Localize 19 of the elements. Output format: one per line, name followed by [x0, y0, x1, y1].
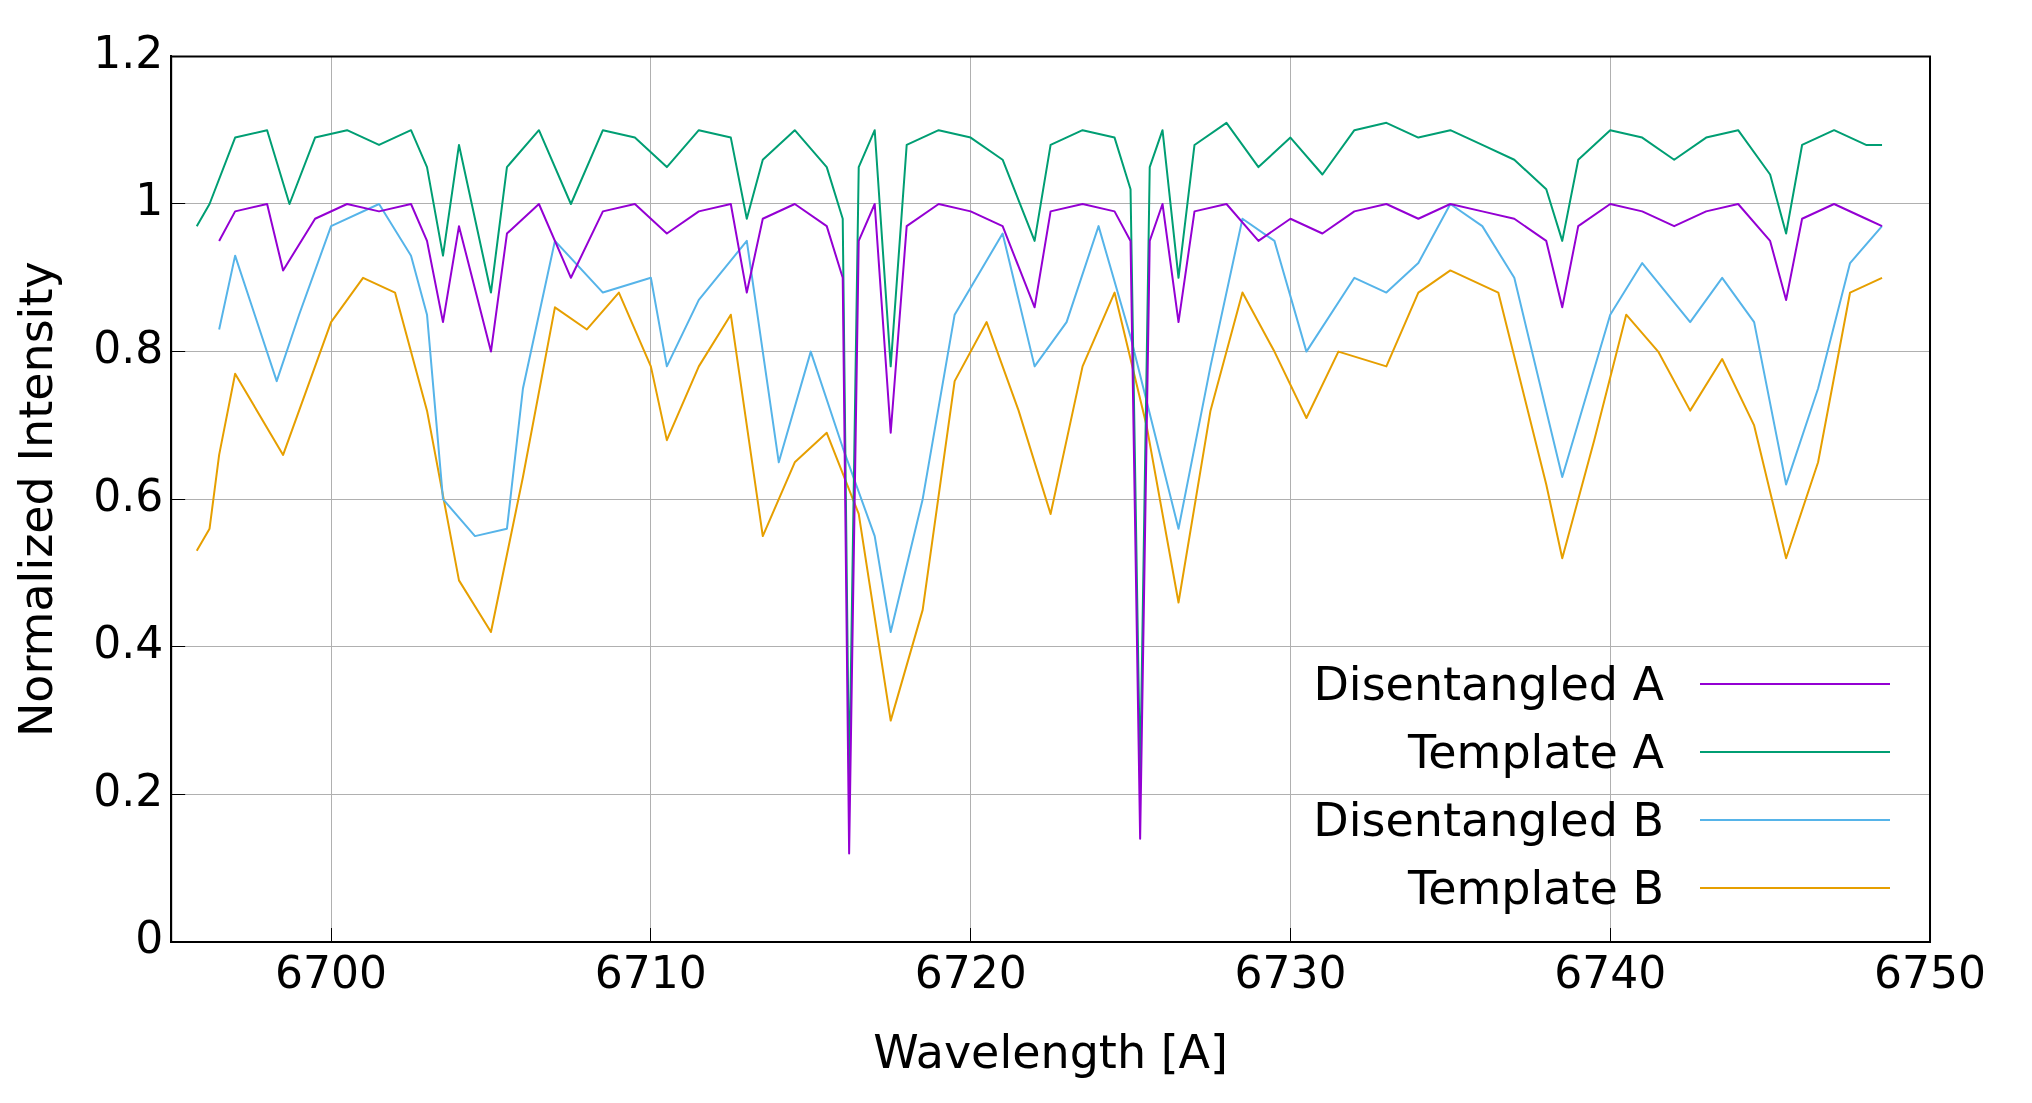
y-tick-label: 0.2 — [93, 764, 164, 816]
x-tick-label: 6710 — [594, 946, 707, 998]
x-tick-label: 6730 — [1234, 946, 1347, 998]
legend-label: Disentangled B — [1313, 793, 1665, 847]
legend-label: Template A — [1408, 725, 1665, 779]
y-tick-label: 0 — [135, 912, 164, 964]
y-tick-label: 0.6 — [93, 469, 164, 521]
x-tick-label: 6700 — [275, 946, 388, 998]
y-tick-label: 0.4 — [93, 617, 164, 669]
y-tick-label: 1.2 — [93, 26, 164, 78]
legend-label: Disentangled A — [1313, 657, 1665, 711]
x-tick-label: 6750 — [1874, 946, 1986, 998]
x-tick-label: 6720 — [914, 946, 1027, 998]
y-tick-label: 1 — [135, 174, 164, 226]
legend-label: Template B — [1407, 861, 1665, 915]
y-axis-title: Normalized Intensity — [8, 261, 63, 738]
y-tick-label: 0.8 — [93, 322, 164, 374]
x-tick-label: 6740 — [1554, 946, 1667, 998]
x-axis-title: Wavelength [A] — [873, 1025, 1229, 1080]
